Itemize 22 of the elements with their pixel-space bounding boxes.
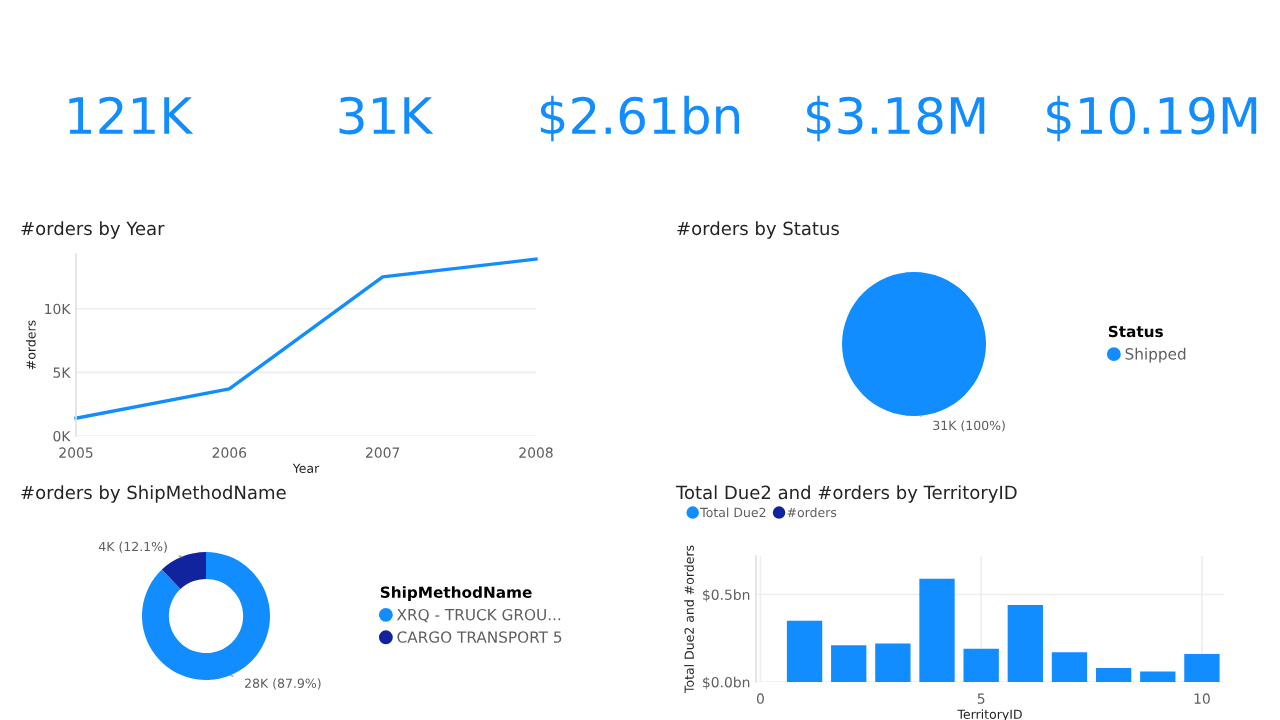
chart-title: Total Due2 and #orders by TerritoryID <box>675 485 1017 503</box>
bar <box>1051 652 1088 682</box>
bar <box>963 648 999 682</box>
line-series <box>74 257 538 420</box>
bar <box>1095 668 1132 682</box>
bar <box>786 620 823 682</box>
text: $3.18M <box>807 95 985 142</box>
chart-title: #orders by Status <box>677 221 839 239</box>
bar <box>1140 671 1176 682</box>
bar <box>1184 654 1220 682</box>
donut-slice <box>161 552 206 590</box>
text: $10.19M <box>1047 95 1257 142</box>
chart-title: #orders by ShipMethodName <box>21 485 286 503</box>
text: 31K <box>339 96 434 135</box>
bar <box>875 643 911 682</box>
bar <box>1007 605 1043 682</box>
donut-slice <box>142 552 270 680</box>
text: $2.61bn <box>540 95 740 142</box>
bar <box>919 578 955 682</box>
chart-title: #orders by Year <box>21 221 165 239</box>
text: 121K <box>69 96 194 134</box>
bar <box>831 645 867 682</box>
